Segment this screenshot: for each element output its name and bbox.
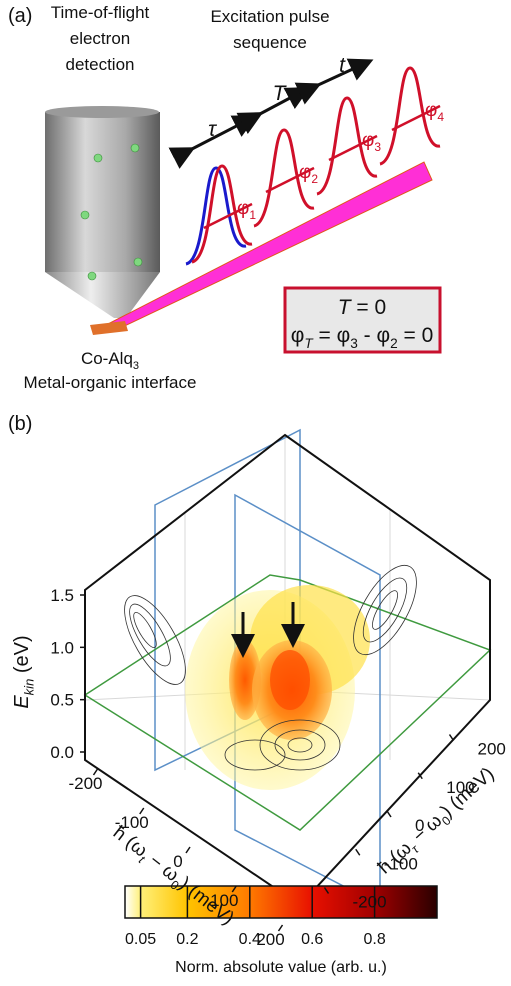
text-part: φ [425, 100, 437, 121]
text-part: (eV) [11, 635, 33, 678]
tick [186, 847, 190, 853]
text-part: 3 [350, 336, 358, 351]
text-part: = 0 [351, 296, 387, 319]
z-tick-label: 0.5 [50, 691, 74, 710]
text-part: - φ [358, 324, 390, 347]
detector [45, 106, 160, 318]
text-part: 2 [311, 172, 318, 186]
phase-label: φ3 [362, 130, 381, 154]
text-part: 4 [437, 110, 444, 124]
text-part: φ [299, 162, 311, 183]
text-part: E [11, 695, 33, 709]
panel-label: (b) [8, 413, 32, 435]
z-tick-label: 1.0 [50, 638, 74, 657]
t-tick-label: -200 [68, 774, 102, 793]
text-part: 1 [249, 208, 256, 222]
colorbar-tick-label: 0.2 [176, 931, 198, 948]
colorbar-label: Norm. absolute value (arb. u.) [175, 959, 387, 976]
text-part: φ [291, 324, 305, 347]
tau-tick-label: 200 [478, 740, 506, 759]
text-part: Co-Alq [81, 349, 133, 368]
colorbar-tick-label: 0.6 [301, 931, 323, 948]
text-part: 3 [133, 360, 139, 372]
text-part: 2 [390, 336, 398, 351]
text-part: φ [237, 198, 249, 219]
panel-label: (a) [8, 5, 32, 27]
colorbar-tick-label: 0.8 [363, 931, 385, 948]
phase-label: φ2 [299, 162, 318, 186]
text-part: φ [362, 130, 374, 151]
tick [450, 735, 454, 741]
condition-text: T = 0 [338, 296, 386, 319]
colorbar-tick-label: 0.4 [239, 931, 261, 948]
detector-label: electron [70, 29, 130, 48]
pulse-label: sequence [233, 33, 307, 52]
figure: (a) Time-of-flight electron detection Excita… [0, 0, 511, 986]
detector-label: Time-of-flight [51, 3, 150, 22]
tau-axis-label: ħ (ωτ − ω0) (meV) [374, 763, 501, 880]
phase-label: φ4 [425, 100, 444, 124]
interface-label: Metal-organic interface [24, 373, 197, 392]
sample-label: Co-Alq3 [81, 349, 139, 372]
z-tick-label: 1.5 [50, 586, 74, 605]
sample [90, 321, 128, 335]
text-part: = 0 [398, 324, 434, 347]
delay-label: T [273, 82, 288, 105]
text-part: 3 [374, 140, 381, 154]
tau-tick-label: -200 [353, 893, 387, 912]
colorbar-tick-label: 0.05 [125, 931, 156, 948]
tick [387, 811, 391, 817]
text-part: kin [22, 679, 37, 696]
z-axis-label: Ekin (eV) [11, 635, 37, 708]
z-tick-label: 0.0 [50, 743, 74, 762]
phase-label: φ1 [237, 198, 256, 222]
text-part: = φ [313, 324, 351, 347]
delay-label: τ [208, 118, 217, 141]
pulse-label: Excitation pulse [210, 7, 329, 26]
detector-label: detection [66, 55, 135, 74]
tick [356, 849, 360, 855]
condition-text: φT = φ3 - φ2 = 0 [291, 324, 434, 351]
